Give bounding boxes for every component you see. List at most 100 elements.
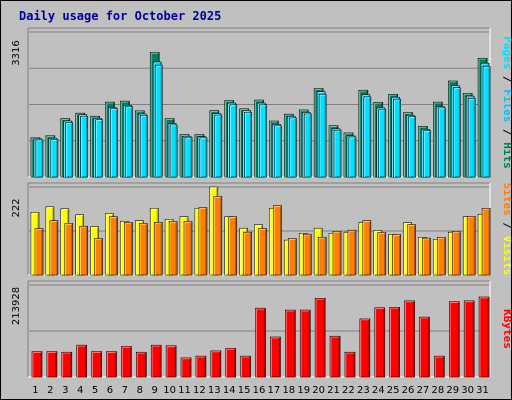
bar-kbytes-day-6 (106, 351, 117, 378)
bar-sites-day-16 (258, 228, 267, 276)
legend-entry: Hits (501, 142, 511, 169)
x-tick-label-day-24: 24 (372, 385, 385, 396)
bar-sites-day-19 (302, 233, 312, 276)
legend-entry: / (501, 216, 511, 236)
x-tick-label-day-2: 2 (47, 385, 53, 396)
bar-kbytes-day-12 (195, 355, 207, 378)
bar-sites-day-6 (109, 216, 118, 276)
bar-kbytes-day-1 (31, 351, 43, 378)
bar-pages-day-19 (303, 113, 312, 178)
bar-sites-day-24 (377, 232, 387, 276)
x-tick-label-day-23: 23 (357, 385, 370, 396)
bar-sites-day-4 (79, 225, 89, 276)
bar-pages-day-8 (140, 115, 148, 178)
bar-kbytes-day-14 (225, 348, 237, 378)
x-tick-label-day-10: 10 (163, 385, 176, 396)
x-tick-label-day-3: 3 (62, 385, 68, 396)
bar-pages-day-17 (274, 125, 282, 178)
bar-pages-day-5 (95, 119, 103, 178)
x-tick-label-day-9: 9 (151, 385, 157, 396)
bar-kbytes-day-29 (448, 301, 460, 378)
x-tick-label-day-7: 7 (122, 385, 128, 396)
bar-sites-day-31 (481, 208, 491, 276)
bar-pages-day-4 (80, 115, 89, 178)
bar-pages-day-16 (259, 104, 267, 178)
legend-entry: Files (501, 89, 511, 122)
x-tick-label-day-12: 12 (193, 385, 206, 396)
bar-kbytes-day-5 (91, 351, 102, 378)
legend-visits_sites: Sites / Visits (501, 183, 511, 276)
panel-visits_sites: 222 Sites / Visits (11, 182, 511, 276)
legend-entry: / (501, 69, 511, 89)
x-tick-label-day-17: 17 (268, 385, 281, 396)
bar-pages-day-7 (125, 106, 133, 178)
bar-kbytes-day-18 (285, 309, 296, 378)
bar-kbytes-day-25 (389, 307, 400, 378)
bar-kbytes-day-11 (180, 357, 192, 378)
bar-kbytes-day-19 (299, 309, 311, 378)
bar-pages-day-11 (184, 137, 193, 178)
bar-pages-day-9 (154, 64, 163, 178)
bar-kbytes-day-23 (359, 318, 371, 378)
x-tick-label-day-13: 13 (208, 385, 221, 396)
bar-sites-day-21 (332, 231, 342, 276)
legend-entry: KBytes (501, 309, 511, 349)
bar-pages-day-6 (110, 108, 118, 178)
bar-pages-day-25 (393, 99, 401, 178)
x-tick-label-day-22: 22 (342, 385, 355, 396)
x-tick-label-day-20: 20 (312, 385, 325, 396)
bar-sites-day-20 (317, 237, 327, 276)
bar-kbytes-day-7 (121, 346, 132, 378)
bar-sites-day-22 (347, 229, 357, 276)
y-max-label: 3316 (11, 40, 22, 65)
bar-kbytes-day-16 (255, 307, 266, 378)
bar-kbytes-day-17 (270, 336, 281, 378)
bar-kbytes-day-2 (46, 351, 58, 378)
bar-kbytes-day-26 (404, 300, 415, 378)
bar-pages-day-28 (438, 107, 446, 178)
bar-pages-day-29 (452, 87, 461, 178)
bar-kbytes-day-24 (374, 307, 386, 378)
bar-sites-day-3 (64, 223, 74, 276)
legend-entry: Pages (501, 36, 511, 69)
bar-pages-day-22 (348, 136, 357, 178)
bar-kbytes-day-28 (434, 355, 445, 378)
legend-kbytes: KBytes (501, 309, 511, 349)
bar-kbytes-day-15 (240, 355, 251, 378)
legend-hits_files_pages: Pages / Files / Hits (501, 36, 511, 169)
bar-sites-day-8 (139, 223, 148, 276)
bar-pages-day-20 (318, 94, 327, 178)
x-tick-label-day-19: 19 (297, 385, 310, 396)
bar-sites-day-30 (466, 216, 476, 276)
bar-sites-day-11 (183, 221, 193, 276)
x-tick-label-day-29: 29 (446, 385, 459, 396)
bar-pages-day-3 (65, 122, 74, 178)
x-tick-label-day-11: 11 (178, 385, 191, 396)
bar-sites-day-15 (243, 231, 252, 276)
panel-hits_files_pages: 3316 Pages / Files / Hits (11, 27, 511, 178)
bar-kbytes-day-27 (419, 316, 430, 378)
bar-pages-day-23 (363, 96, 372, 178)
bar-kbytes-day-9 (150, 344, 162, 378)
bar-sites-day-25 (392, 234, 401, 276)
bar-kbytes-day-4 (76, 344, 88, 378)
bar-sites-day-17 (273, 205, 282, 276)
bar-pages-day-26 (408, 116, 416, 178)
bar-sites-day-23 (362, 220, 372, 276)
bar-sites-day-29 (451, 231, 461, 276)
bar-sites-day-14 (228, 216, 238, 276)
bar-sites-day-5 (94, 238, 103, 276)
x-tick-label-day-30: 30 (461, 385, 474, 396)
bar-kbytes-day-21 (329, 335, 341, 378)
bar-kbytes-day-13 (210, 350, 222, 378)
panel-kbytes: 213928 KBytes (11, 280, 511, 378)
legend-entry: / (501, 122, 511, 142)
x-tick-label-day-5: 5 (92, 385, 98, 396)
chart-title: Daily usage for October 2025 (19, 9, 221, 23)
bar-sites-day-10 (168, 221, 178, 276)
bar-pages-day-21 (333, 129, 342, 178)
legend-entry: Visits (501, 236, 511, 276)
bar-kbytes-day-10 (165, 345, 177, 378)
